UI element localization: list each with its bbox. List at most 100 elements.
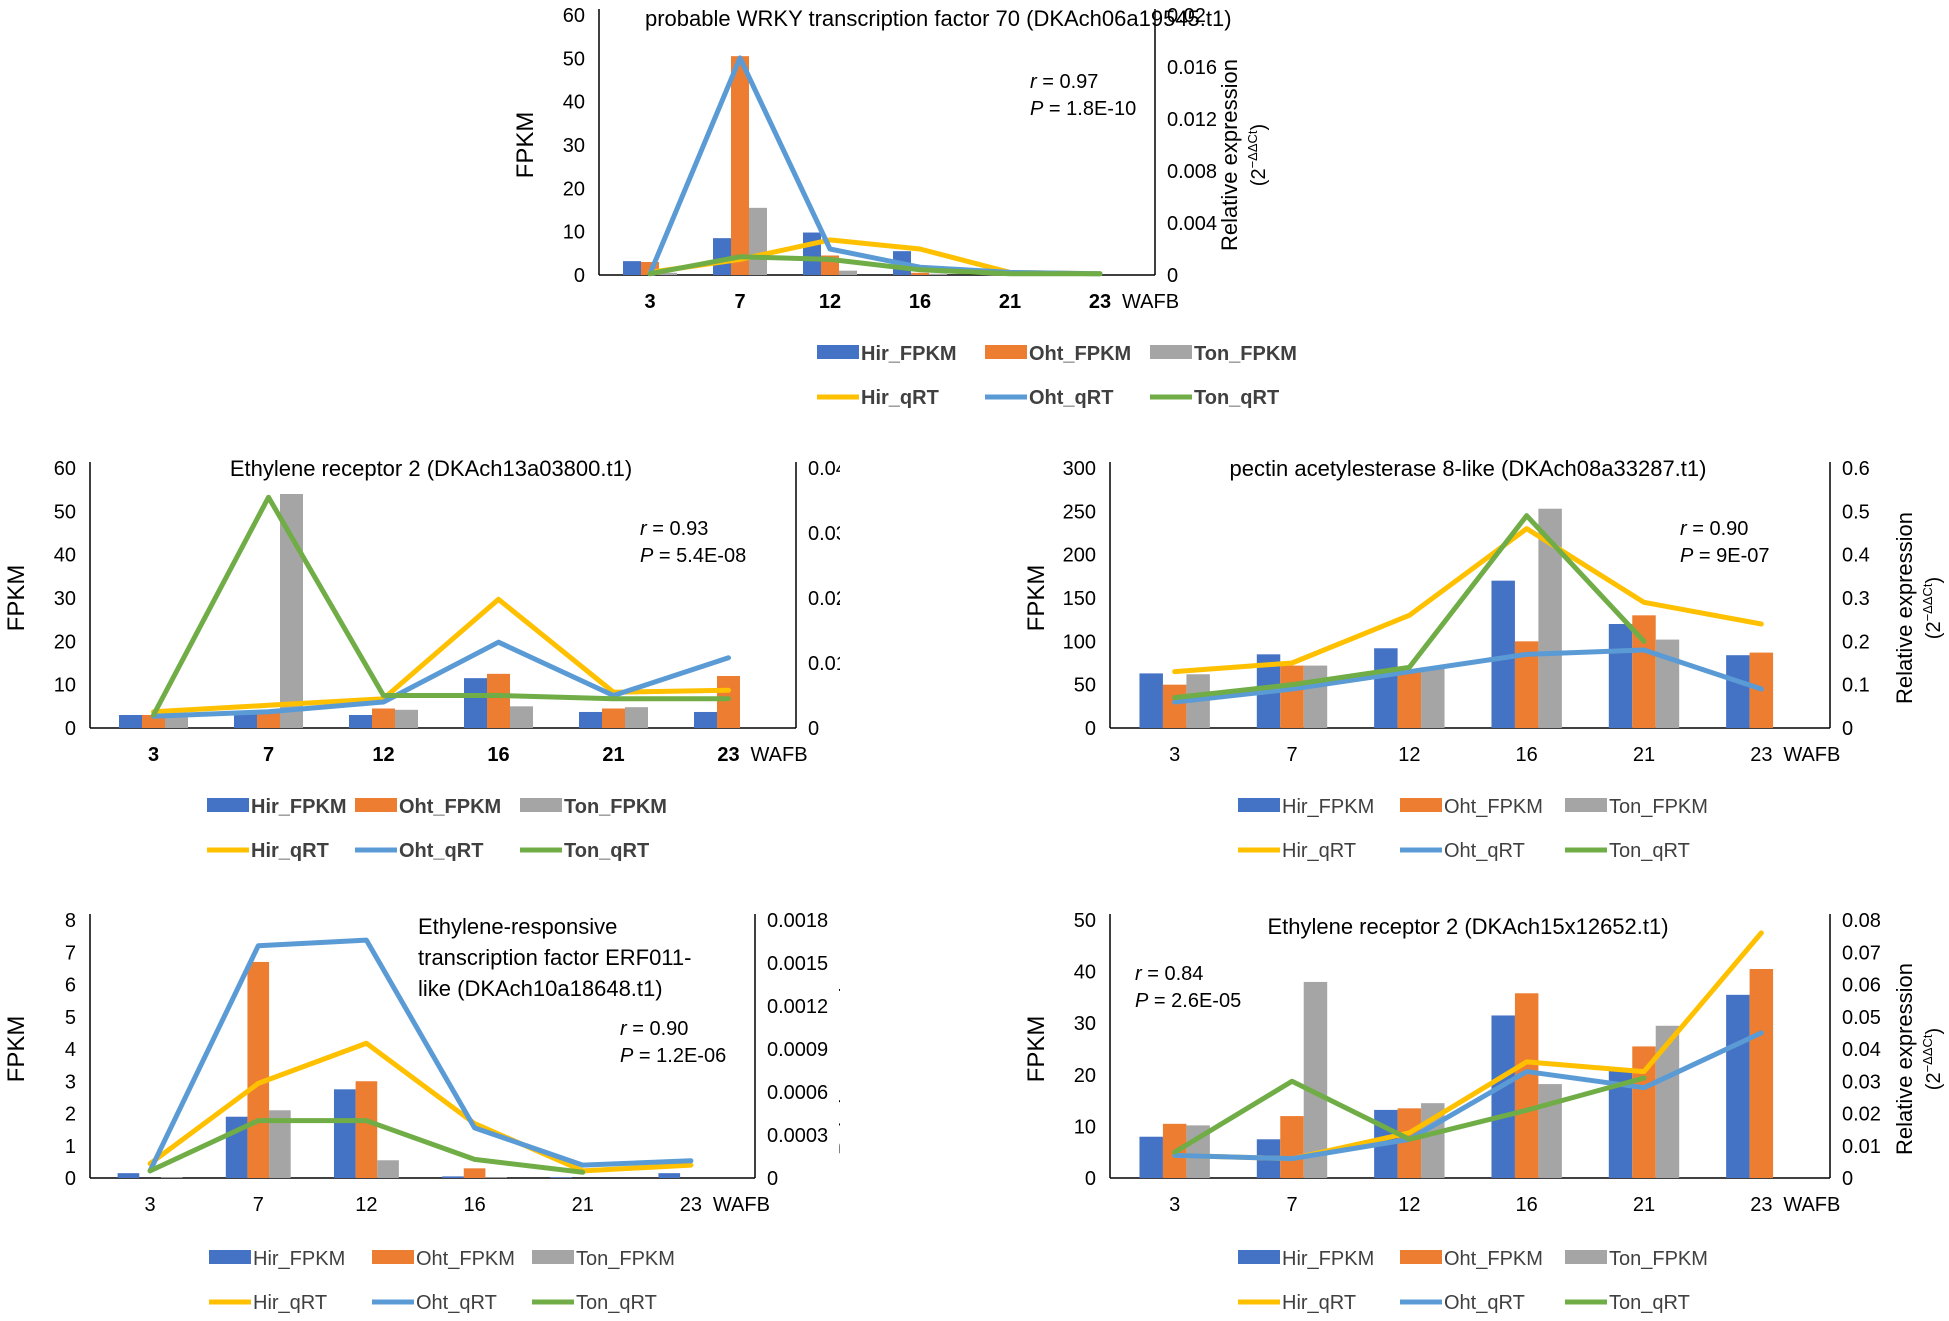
y-tick-label: 100 [1063, 631, 1096, 653]
legend-swatch-oht-fpkm [1400, 798, 1442, 812]
y2-tick-label: 0.06 [1842, 975, 1881, 997]
y2-tick-label: 0.1 [1842, 675, 1870, 697]
legend-label-hir-qrt: Hir_qRT [861, 387, 939, 409]
x-tick-label: 3 [1169, 744, 1180, 766]
y-tick-label: 3 [65, 1071, 76, 1093]
legend-swatch-hir-fpkm [1238, 1250, 1280, 1264]
x-tick-label: 12 [355, 1194, 377, 1216]
y-tick-label: 5 [65, 1007, 76, 1029]
bar-hir-fpkm [579, 711, 602, 728]
bar-ton-fpkm [1538, 508, 1562, 728]
x-tick-label: 16 [463, 1194, 485, 1216]
y-tick-label: 20 [563, 178, 585, 200]
bar-hir-fpkm [1139, 673, 1163, 728]
y2-unit-close: ) [1923, 577, 1945, 584]
bar-ton-fpkm [625, 707, 648, 728]
legend-label-hir-qrt: Hir_qRT [253, 1292, 327, 1314]
y2-tick-label: 0.01 [1842, 1136, 1881, 1158]
y-axis-label: FPKM [3, 1016, 30, 1083]
stat-r-value: = 0.84 [1142, 963, 1204, 985]
line-ton-qrt [1172, 1075, 1647, 1155]
legend-label-ton-fpkm: Ton_FPKM [576, 1248, 675, 1270]
y-tick-label: 40 [563, 92, 585, 114]
legend-swatch-ton-fpkm [520, 798, 562, 812]
x-tick-label: 3 [148, 744, 159, 766]
legend-label-hir-fpkm: Hir_FPKM [253, 1248, 345, 1270]
y-tick-label: 50 [1074, 675, 1096, 697]
y2-tick-label: 0.3 [1842, 588, 1870, 610]
y-tick-label: 0 [574, 265, 585, 287]
y2-tick-label: 0.04 [808, 458, 840, 480]
y-tick-label: 20 [1074, 1065, 1096, 1087]
y2-tick-label: 0.07 [1842, 942, 1881, 964]
bar-hir-fpkm [1726, 994, 1750, 1178]
legend-label-hir-fpkm: Hir_FPKM [861, 343, 957, 365]
x-tick-label: 23 [717, 744, 739, 766]
legend-label-oht-qrt: Oht_qRT [399, 840, 483, 862]
bar-hir-fpkm [442, 1176, 464, 1178]
x-tick-label: 23 [680, 1194, 702, 1216]
bar-ton-fpkm [269, 1110, 291, 1178]
y-tick-label: 200 [1063, 545, 1096, 567]
stat-r-symbol: r [640, 518, 648, 540]
bar-oht-fpkm [1632, 615, 1656, 728]
bar-hir-fpkm [117, 1173, 140, 1178]
y2-unit-base: (2 [1923, 1072, 1945, 1090]
line-ton-qrt [1172, 513, 1647, 701]
y-tick-label: 1 [65, 1136, 76, 1158]
chart-ethylene-receptor-13a: 010203040506000.010.020.030.04FPKMRelati… [3, 456, 840, 862]
x-tick-label: 3 [644, 291, 655, 313]
bar-oht-fpkm [1514, 993, 1539, 1178]
chart-title-line: transcription factor ERF011- [418, 945, 691, 970]
y2-axis-label: Relative expression [1892, 512, 1917, 704]
y2-axis-label-unit: (2−ΔΔCt) [1920, 577, 1945, 639]
bar-ton-fpkm [929, 273, 947, 275]
bar-hir-fpkm [1139, 1136, 1163, 1178]
x-unit-label: WAFB [1122, 291, 1179, 313]
x-tick-label: 21 [999, 291, 1021, 313]
x-tick-label: 7 [1286, 744, 1297, 766]
x-tick-label: 12 [372, 744, 394, 766]
x-tick-label: 7 [734, 291, 745, 313]
legend-label-ton-qrt: Ton_qRT [1609, 840, 1690, 862]
y-tick-label: 50 [54, 501, 76, 523]
y-tick-label: 300 [1063, 458, 1096, 480]
legend-swatch-hir-fpkm [1238, 798, 1280, 812]
legend-label-hir-qrt: Hir_qRT [251, 840, 329, 862]
stat-p: P = 1.8E-10 [1030, 98, 1136, 120]
stat-p: P = 2.6E-05 [1135, 990, 1241, 1012]
y2-tick-label: 0.05 [1842, 1007, 1881, 1029]
legend-swatch-hir-fpkm [817, 345, 859, 359]
x-tick-label: 21 [1633, 1194, 1655, 1216]
bar-oht-fpkm [1280, 1116, 1304, 1178]
stat-r-symbol: r [620, 1018, 628, 1040]
bar-ton-fpkm [1303, 981, 1328, 1178]
legend-label-ton-qrt: Ton_qRT [576, 1292, 657, 1314]
y-tick-label: 10 [54, 675, 76, 697]
y2-tick-label: 0.08 [1842, 910, 1881, 932]
stat-p-value: = 5.4E-08 [653, 545, 746, 567]
y2-tick-label: 0.0003 [767, 1125, 828, 1147]
stat-p-value: = 9E-07 [1693, 545, 1769, 567]
x-tick-label: 7 [263, 744, 274, 766]
bar-oht-fpkm [1632, 1046, 1656, 1178]
line-oht-qrt [1172, 647, 1764, 705]
bar-oht-fpkm [355, 1081, 378, 1178]
x-tick-label: 16 [487, 744, 509, 766]
y2-axis-label: Relative expression [835, 963, 840, 1155]
bar-hir-fpkm [694, 711, 717, 728]
y2-tick-label: 0.02 [1842, 1104, 1881, 1126]
stat-p: P = 9E-07 [1680, 545, 1770, 567]
legend-swatch-oht-fpkm [372, 1250, 414, 1264]
y-tick-label: 30 [1074, 1013, 1096, 1035]
bar-oht-fpkm [1162, 684, 1187, 728]
bar-ton-fpkm [1655, 1025, 1680, 1178]
bar-hir-fpkm [550, 1177, 572, 1178]
legend-label-hir-fpkm: Hir_FPKM [251, 796, 347, 818]
line-ton-qrt [647, 254, 1103, 277]
chart-title-line: pectin acetylesterase 8-like (DKAch08a33… [1230, 456, 1707, 481]
line-hir-qrt [147, 1040, 694, 1174]
stat-p-symbol: P [1135, 990, 1149, 1012]
bar-ton-fpkm [280, 494, 303, 728]
